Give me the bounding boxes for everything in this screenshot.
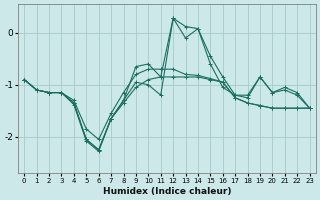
X-axis label: Humidex (Indice chaleur): Humidex (Indice chaleur) <box>103 187 231 196</box>
